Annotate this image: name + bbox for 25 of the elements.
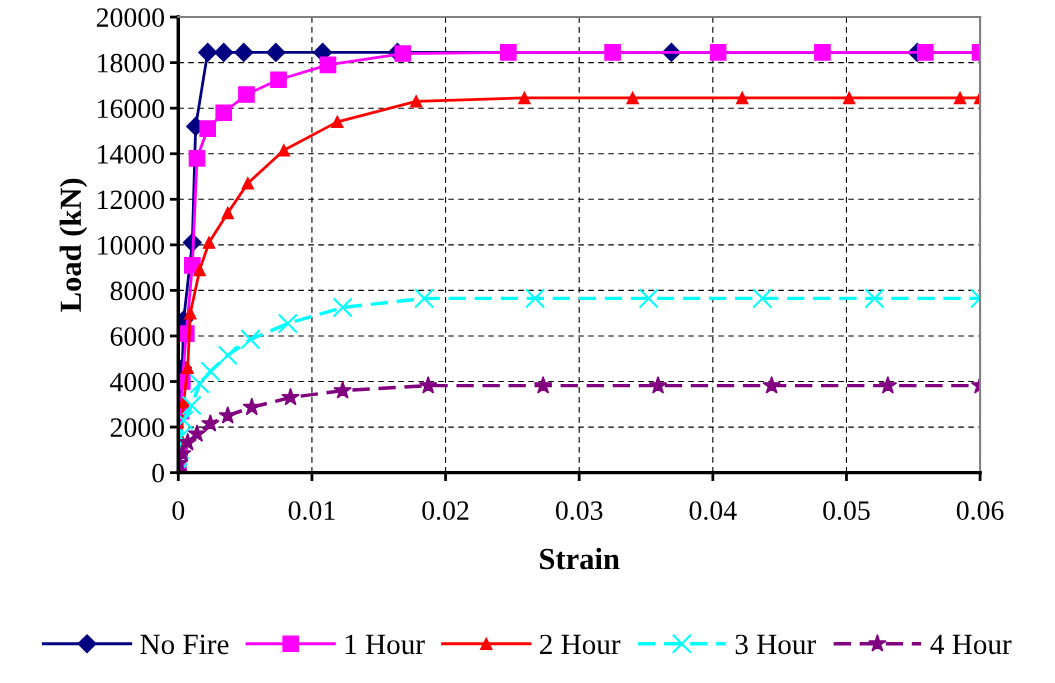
y-tick-label: 4000 [110, 372, 165, 392]
x-tick-label: 0.04 [689, 501, 737, 521]
x-tick-label: 0.06 [956, 501, 1004, 521]
x-tick-label: 0.03 [555, 501, 603, 521]
y-tick-label: 0 [152, 463, 165, 483]
x-tick-label: 0.02 [422, 501, 469, 521]
legend-label: 1 Hour [345, 634, 425, 655]
y-tick-label: 18000 [98, 53, 165, 73]
y-tick-label: 10000 [98, 236, 165, 255]
y-tick-label: 6000 [110, 327, 165, 346]
x-tick-label: 0 [172, 501, 185, 520]
y-axis-title: Load (kN) [59, 178, 88, 312]
y-tick-label: 14000 [98, 144, 165, 164]
y-tick-label: 12000 [98, 190, 165, 210]
legend-label: No Fire [140, 634, 229, 655]
legend-label: 4 Hour [930, 634, 1012, 655]
x-axis-title: Strain [540, 547, 620, 570]
y-tick-label: 16000 [98, 99, 165, 119]
x-tick-label: 0.05 [823, 501, 870, 521]
x-tick-label: 0.01 [288, 501, 335, 521]
y-tick-label: 20000 [96, 8, 165, 27]
legend-label: 2 Hour [540, 634, 621, 655]
legend-label: 3 Hour [735, 634, 816, 655]
y-tick-label: 8000 [110, 281, 165, 301]
y-tick-label: 2000 [110, 418, 165, 437]
